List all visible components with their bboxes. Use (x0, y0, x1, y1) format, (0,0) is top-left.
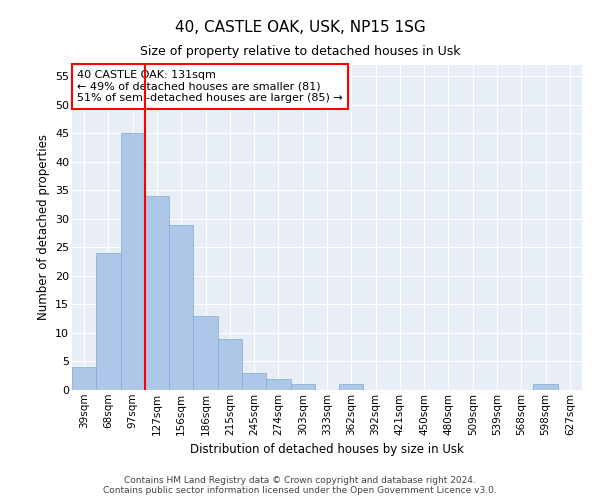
Bar (145, 196, 169, 390)
Bar (169, 224, 193, 390)
Bar (218, 338, 242, 390)
Bar (266, 378, 290, 390)
Bar (193, 316, 218, 390)
Y-axis label: Number of detached properties: Number of detached properties (37, 134, 50, 320)
Bar (242, 373, 266, 390)
Bar (290, 384, 315, 390)
Text: Contains HM Land Registry data © Crown copyright and database right 2024.
Contai: Contains HM Land Registry data © Crown c… (103, 476, 497, 495)
Bar (339, 384, 364, 390)
Bar (96, 253, 121, 390)
Text: Size of property relative to detached houses in Usk: Size of property relative to detached ho… (140, 45, 460, 58)
Text: 40, CASTLE OAK, USK, NP15 1SG: 40, CASTLE OAK, USK, NP15 1SG (175, 20, 425, 35)
Bar (533, 384, 558, 390)
Bar (72, 367, 96, 390)
X-axis label: Distribution of detached houses by size in Usk: Distribution of detached houses by size … (190, 443, 464, 456)
Bar (121, 134, 145, 390)
Text: 40 CASTLE OAK: 131sqm
← 49% of detached houses are smaller (81)
51% of semi-deta: 40 CASTLE OAK: 131sqm ← 49% of detached … (77, 70, 343, 103)
